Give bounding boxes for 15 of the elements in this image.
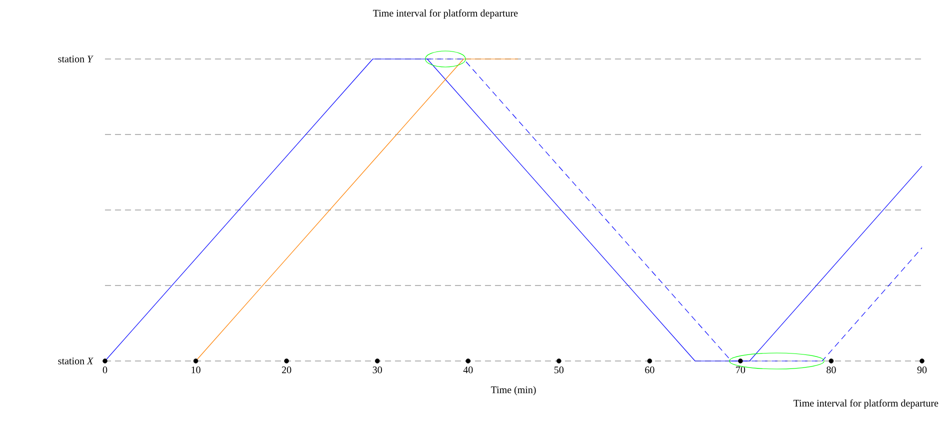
x-tick-label: 90 [917, 366, 927, 374]
x-tick-label: 10 [192, 366, 200, 374]
ref-line-label: station Y [58, 56, 94, 62]
x-tick-label: 80 [826, 366, 836, 374]
x-tick-label: 70 [736, 366, 746, 374]
ref-line-label: station X [58, 358, 94, 364]
x-tick-label: 20 [282, 366, 292, 374]
text: Time interval for platform departure [794, 399, 938, 409]
x-tick-label: 0 [102, 366, 108, 374]
x-tick-label: 50 [554, 366, 564, 374]
x-axis-title: Time (min) [490, 386, 536, 396]
x-tick-label: 30 [372, 366, 382, 374]
text: Time interval for platform departure [373, 9, 518, 19]
x-tick-label: 40 [463, 366, 473, 374]
x-tick-label: 60 [645, 366, 654, 374]
